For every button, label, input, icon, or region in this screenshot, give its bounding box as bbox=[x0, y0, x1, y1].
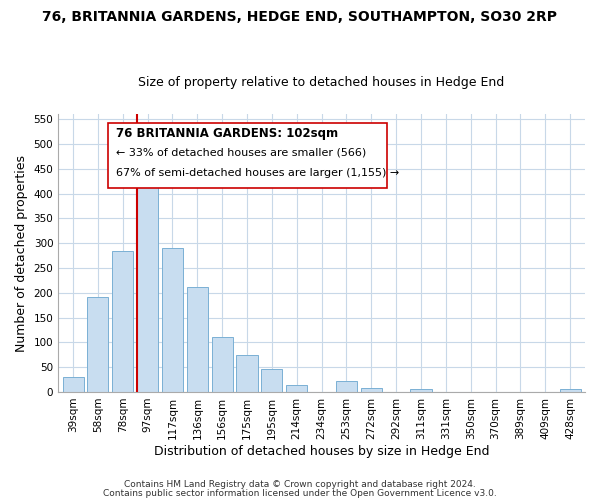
Bar bbox=[162, 248, 183, 392]
Bar bbox=[336, 381, 357, 392]
Bar bbox=[212, 338, 233, 392]
Text: Contains HM Land Registry data © Crown copyright and database right 2024.: Contains HM Land Registry data © Crown c… bbox=[124, 480, 476, 489]
Text: Contains public sector information licensed under the Open Government Licence v3: Contains public sector information licen… bbox=[103, 488, 497, 498]
Bar bbox=[137, 163, 158, 392]
Bar bbox=[361, 388, 382, 392]
Bar bbox=[112, 250, 133, 392]
X-axis label: Distribution of detached houses by size in Hedge End: Distribution of detached houses by size … bbox=[154, 444, 490, 458]
Bar bbox=[236, 356, 257, 392]
Bar bbox=[187, 287, 208, 392]
FancyBboxPatch shape bbox=[108, 122, 388, 188]
Text: 76, BRITANNIA GARDENS, HEDGE END, SOUTHAMPTON, SO30 2RP: 76, BRITANNIA GARDENS, HEDGE END, SOUTHA… bbox=[43, 10, 557, 24]
Bar bbox=[262, 368, 283, 392]
Bar bbox=[88, 297, 109, 392]
Bar bbox=[560, 390, 581, 392]
Y-axis label: Number of detached properties: Number of detached properties bbox=[15, 154, 28, 352]
Bar bbox=[410, 390, 431, 392]
Title: Size of property relative to detached houses in Hedge End: Size of property relative to detached ho… bbox=[139, 76, 505, 90]
Bar bbox=[62, 377, 83, 392]
Text: 76 BRITANNIA GARDENS: 102sqm: 76 BRITANNIA GARDENS: 102sqm bbox=[116, 127, 338, 140]
Text: 67% of semi-detached houses are larger (1,155) →: 67% of semi-detached houses are larger (… bbox=[116, 168, 400, 178]
Bar bbox=[286, 385, 307, 392]
Text: ← 33% of detached houses are smaller (566): ← 33% of detached houses are smaller (56… bbox=[116, 148, 367, 158]
